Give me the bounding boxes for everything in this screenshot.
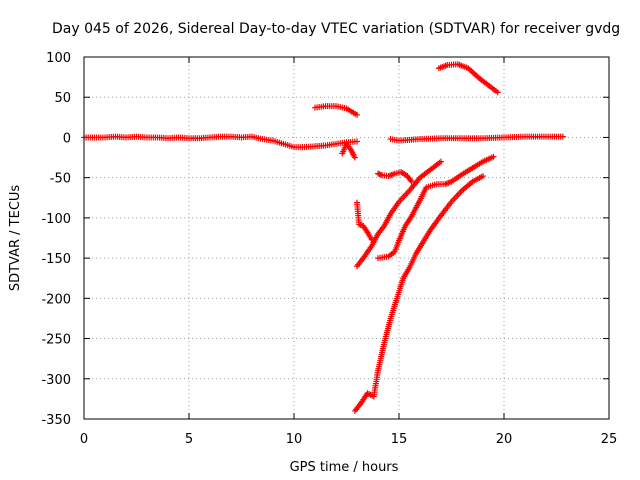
data-points (81, 61, 566, 414)
y-tick-label: -150 (41, 252, 71, 267)
y-tick-label: 100 (46, 51, 71, 66)
data-point-marker (480, 173, 486, 180)
data-point-marker (490, 153, 497, 160)
chart-title: Day 045 of 2026, Sidereal Day-to-day VTE… (52, 21, 620, 37)
y-axis-label: SDTVAR / TECUs (8, 185, 23, 292)
plot-frame (83, 56, 610, 420)
x-tick-labels: 0 5 10 15 20 25 (80, 432, 617, 447)
data-point-marker (354, 111, 360, 118)
x-tick-label: 15 (391, 432, 408, 447)
data-point-marker (351, 154, 358, 161)
y-tick-label: -350 (41, 413, 71, 428)
x-tick-label: 0 (80, 432, 88, 447)
y-tick-label: -200 (41, 292, 71, 307)
x-tick-label: 5 (185, 432, 193, 447)
data-point-marker (438, 158, 444, 165)
y-tick-label: -100 (41, 212, 71, 227)
data-point-marker (494, 89, 501, 96)
y-tick-label: -300 (41, 373, 71, 388)
y-tick-label: -50 (50, 172, 71, 187)
y-tick-labels: 100 50 0 -50 -100 -150 -200 -250 -300 -350 (41, 51, 71, 428)
x-tick-label: 10 (286, 432, 303, 447)
data-point-marker (408, 178, 415, 185)
x-axis-label: GPS time / hours (290, 460, 399, 475)
data-point-marker (354, 138, 360, 145)
y-tick-label: 0 (63, 131, 71, 146)
y-tick-label: 50 (54, 91, 71, 106)
x-tick-label: 25 (601, 432, 618, 447)
x-tick-label: 20 (496, 432, 513, 447)
y-tick-label: -250 (41, 333, 71, 348)
data-point-marker (559, 133, 566, 140)
